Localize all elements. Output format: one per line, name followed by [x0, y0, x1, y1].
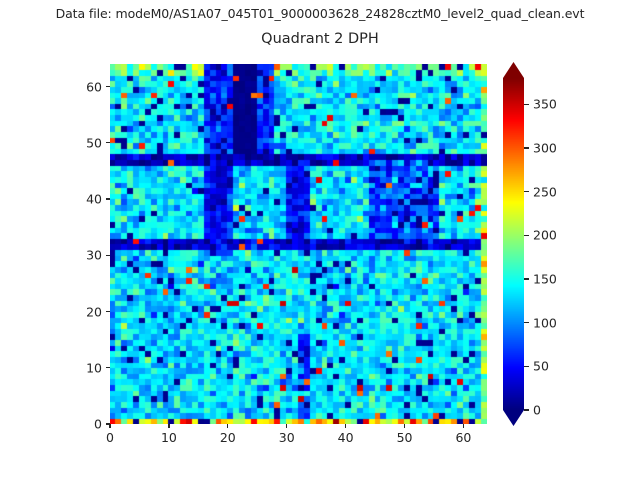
- colorbar-tick-label: 250: [533, 184, 557, 200]
- y-tick-label: 50: [86, 135, 102, 151]
- colorbar-tick-mark: [524, 234, 529, 236]
- colorbar-tick-label: 350: [533, 96, 557, 112]
- colorbar-tick-label: 50: [533, 358, 549, 374]
- x-tick-label: 40: [337, 430, 354, 445]
- y-tick-label: 60: [86, 79, 102, 94]
- colorbar-gradient: [503, 78, 524, 410]
- y-tick-label: 40: [86, 191, 102, 207]
- colorbar-tick-label: 300: [533, 140, 557, 156]
- colorbar-tick-mark: [524, 365, 529, 367]
- plot-title: Quadrant 2 DPH: [261, 31, 379, 47]
- y-tick-mark: [106, 85, 110, 88]
- x-tick-mark: [109, 424, 111, 428]
- y-tick-mark: [106, 423, 110, 425]
- colorbar-tick-mark: [524, 147, 529, 149]
- colorbar-tick-mark: [524, 409, 529, 411]
- x-tick-label: 60: [455, 430, 472, 445]
- colorbar-tick-mark: [524, 321, 529, 324]
- detector-heatmap[interactable]: [110, 64, 487, 424]
- x-tick-mark: [286, 424, 288, 428]
- heatmap-axes[interactable]: [110, 64, 487, 424]
- y-tick-mark: [106, 198, 110, 200]
- y-tick-mark: [106, 367, 110, 369]
- x-tick-mark: [462, 424, 465, 428]
- data-file-label: Data file: modeM0/AS1A07_045T01_90000036…: [55, 6, 585, 21]
- x-tick-label: 20: [219, 430, 236, 445]
- y-tick-label: 30: [86, 247, 102, 263]
- x-tick-mark: [227, 424, 229, 428]
- x-tick-mark: [168, 424, 170, 428]
- y-tick-label: 10: [86, 360, 102, 376]
- y-tick-label: 0: [94, 416, 102, 432]
- colorbar[interactable]: [503, 62, 524, 426]
- x-tick-label: 50: [396, 430, 413, 445]
- colorbar-extend-low-arrow-icon: [503, 410, 524, 426]
- x-tick-label: 30: [278, 430, 295, 445]
- colorbar-extend-high-arrow-icon: [503, 62, 524, 78]
- x-tick-label: 0: [106, 430, 114, 445]
- y-tick-mark: [106, 142, 110, 144]
- colorbar-tick-label: 0: [533, 402, 541, 418]
- colorbar-tick-mark: [524, 278, 529, 280]
- x-tick-label: 10: [160, 430, 177, 445]
- y-tick-mark: [106, 310, 110, 313]
- colorbar-tick-mark: [524, 103, 529, 105]
- colorbar-tick-label: 100: [533, 315, 557, 331]
- y-tick-label: 20: [86, 304, 102, 319]
- colorbar-tick-label: 200: [533, 227, 557, 243]
- colorbar-tick-label: 150: [533, 271, 557, 287]
- x-tick-mark: [403, 424, 406, 428]
- x-tick-mark: [344, 424, 347, 428]
- colorbar-tick-mark: [524, 190, 529, 193]
- y-tick-mark: [106, 254, 110, 256]
